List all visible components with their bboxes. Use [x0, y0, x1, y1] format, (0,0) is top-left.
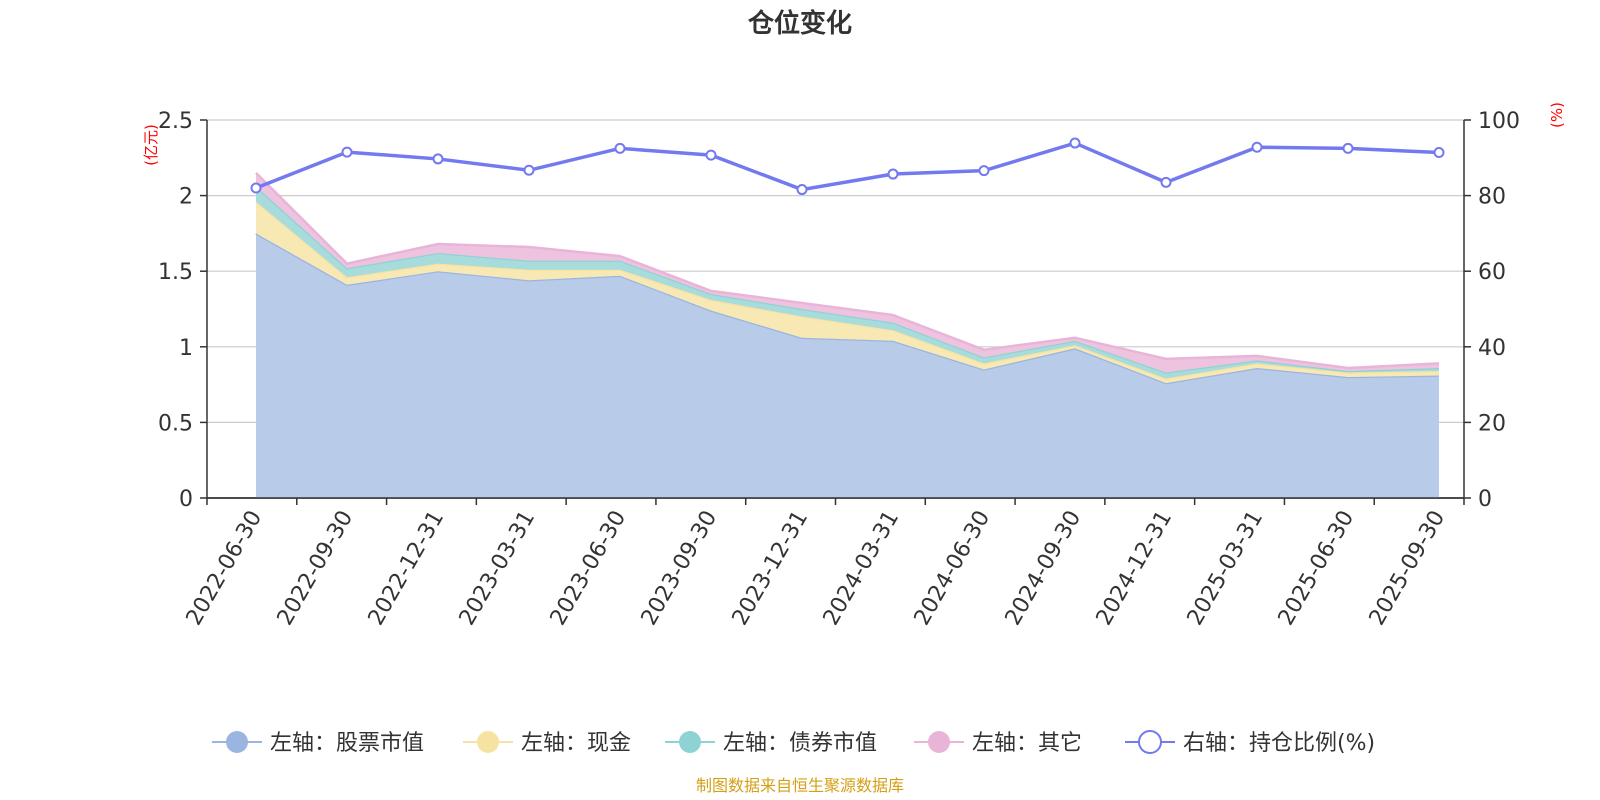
- chart-title: 仓位变化: [747, 8, 852, 39]
- holding-ratio-point: [1069, 137, 1081, 149]
- holding-ratio-line: [250, 137, 1445, 196]
- holding-ratio-point: [1251, 141, 1263, 153]
- legend-marker: [679, 731, 701, 753]
- holding-ratio-point: [614, 142, 626, 154]
- legend-label: 右轴：持仓比例(%): [1183, 731, 1375, 756]
- left-tick-label: 0.5: [158, 411, 193, 436]
- holding-ratio-point: [887, 168, 899, 180]
- x-tick-label: 2024-03-31: [819, 507, 905, 630]
- left-tick-label: 2.5: [158, 109, 193, 134]
- x-axis-ticks: 2022-06-30 2022-09-30 2022-12-31 2023-03-31…: [182, 498, 1465, 630]
- x-tick-label: 2022-06-30: [182, 507, 268, 630]
- holding-ratio-point: [1433, 147, 1445, 159]
- x-tick-label: 2022-12-31: [364, 507, 450, 630]
- legend: 左轴：股票市值 左轴：现金 左轴：债券市值 左轴：其它 右轴：持仓比例(%): [212, 730, 1375, 756]
- x-tick-label: 2025-06-30: [1274, 507, 1360, 630]
- right-axis-unit: (%): [1548, 102, 1566, 128]
- holding-ratio-point: [705, 149, 717, 161]
- x-tick-label: 2023-09-30: [637, 507, 723, 630]
- data-source-note: 制图数据来自恒生聚源数据库: [696, 776, 904, 795]
- right-tick-label: 60: [1478, 260, 1506, 285]
- right-axis-ticks: 0 20 40 60 80 100: [1464, 109, 1520, 512]
- legend-label: 左轴：股票市值: [270, 731, 424, 756]
- left-tick-label: 2: [179, 185, 193, 210]
- x-tick-label: 2023-12-31: [728, 507, 814, 630]
- x-tick-label: 2024-06-30: [910, 507, 996, 630]
- right-tick-label: 0: [1478, 487, 1492, 512]
- x-tick-label: 2024-09-30: [1001, 507, 1087, 630]
- holding-ratio-point: [523, 164, 535, 176]
- holding-ratio-point: [341, 146, 353, 158]
- x-tick-label: 2025-09-30: [1365, 507, 1451, 630]
- legend-marker: [477, 731, 499, 753]
- x-tick-label: 2022-09-30: [273, 507, 359, 630]
- right-tick-label: 100: [1478, 109, 1520, 134]
- holding-ratio-point: [432, 153, 444, 165]
- area-edge-series-4: [255, 172, 1440, 370]
- holding-ratio-point: [978, 165, 990, 177]
- holding-ratio-path: [255, 141, 1440, 192]
- legend-marker: [928, 731, 950, 753]
- left-axis-unit: (亿元): [142, 124, 160, 166]
- holding-ratio-point: [796, 184, 808, 196]
- holding-ratio-point: [1160, 176, 1172, 188]
- legend-marker: [226, 731, 248, 753]
- legend-label: 左轴：其它: [972, 731, 1082, 756]
- right-tick-label: 40: [1478, 336, 1506, 361]
- x-tick-label: 2024-12-31: [1092, 507, 1178, 630]
- legend-label: 左轴：现金: [521, 731, 631, 756]
- holding-ratio-point: [250, 182, 262, 194]
- right-tick-label: 20: [1478, 411, 1506, 436]
- holding-ratio-point: [1342, 142, 1354, 154]
- x-tick-label: 2025-03-31: [1183, 507, 1269, 630]
- x-tick-label: 2023-03-31: [455, 507, 541, 630]
- legend-marker: [1138, 730, 1162, 754]
- legend-label: 左轴：债券市值: [723, 731, 877, 756]
- x-tick-label: 2023-06-30: [546, 507, 632, 630]
- left-axis-ticks: 0 0.5 1 1.5 2 2.5: [158, 109, 207, 512]
- left-tick-label: 0: [179, 487, 193, 512]
- area-series-1: [256, 233, 1439, 498]
- right-tick-label: 80: [1478, 185, 1506, 210]
- left-tick-label: 1: [179, 336, 193, 361]
- stacked-areas: [255, 172, 1440, 498]
- left-tick-label: 1.5: [158, 260, 193, 285]
